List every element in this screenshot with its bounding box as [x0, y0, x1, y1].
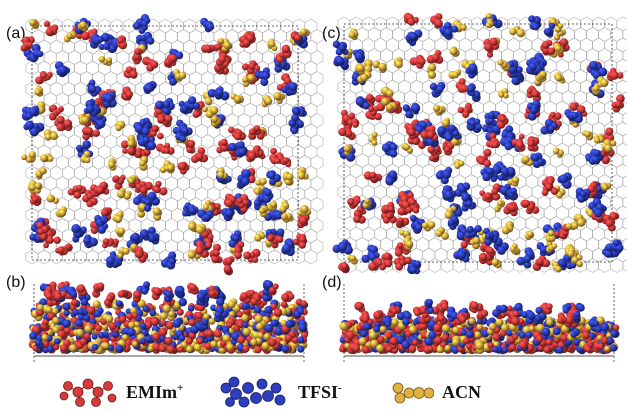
- panel-a-top-view: [20, 14, 324, 276]
- legend-item-emim: EMIm+: [58, 372, 183, 412]
- legend-label-acn: ACN: [442, 381, 481, 402]
- legend-item-tfsi: TFSI-: [218, 372, 342, 412]
- panel-label-d: (d): [322, 274, 342, 291]
- legend-item-acn: ACN: [390, 372, 481, 412]
- emim-molecule-icon: [59, 378, 117, 407]
- panel-label-b: (b): [6, 274, 26, 291]
- panel-label-c: (c): [322, 25, 341, 42]
- panel-c-top-view: [332, 12, 627, 275]
- legend-label-tfsi: TFSI-: [298, 381, 342, 402]
- panel-d-side-view: [339, 284, 620, 362]
- tfsi-molecule-icon: [220, 376, 286, 408]
- legend-label-emim: EMIm+: [126, 381, 184, 402]
- panel-b-side-view: [28, 279, 309, 362]
- acn-molecule-icon: [392, 382, 434, 404]
- panel-label-a: (a): [6, 25, 26, 42]
- legend: EMIm+ TFSI- ACN: [0, 372, 627, 412]
